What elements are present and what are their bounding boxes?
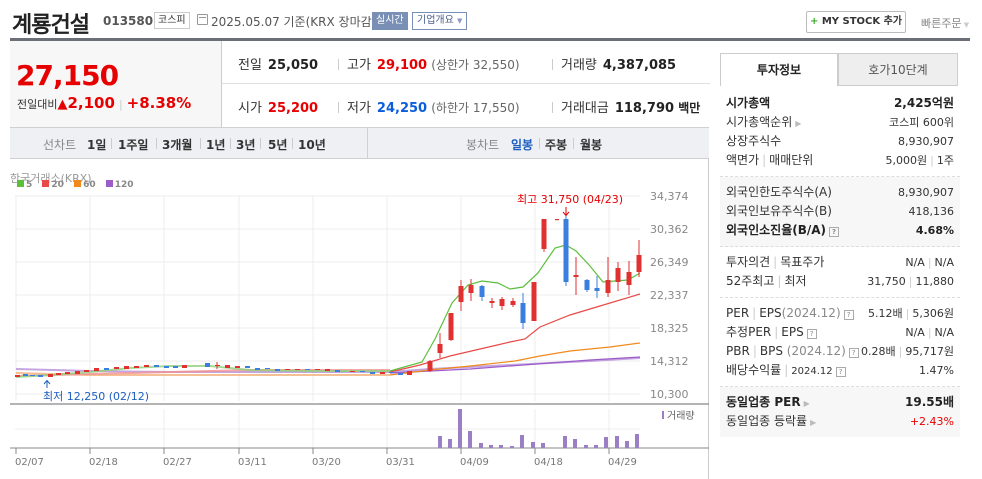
stock-code: 013580: [103, 14, 154, 28]
svg-text:03/11: 03/11: [238, 457, 267, 468]
legend-ma5: 5: [17, 180, 32, 190]
per-eps: PER | EPS(2024.12)? 5.12배 | 5,306원: [726, 306, 954, 320]
candle-chart-label: 봉차트: [466, 138, 500, 152]
help-icon[interactable]: ?: [829, 227, 840, 237]
svg-text:04/09: 04/09: [460, 457, 489, 468]
trade-amount: 거래대금 118,790 백만: [552, 97, 700, 116]
svg-text:30,362: 30,362: [650, 223, 689, 236]
svg-text:03/31: 03/31: [386, 457, 415, 468]
help-icon[interactable]: ?: [848, 348, 859, 358]
svg-text:22,337: 22,337: [650, 289, 689, 302]
period-1d[interactable]: 1일: [87, 138, 107, 152]
current-price-box: 27,150 전일대비▲2,100 | +8.38%: [10, 41, 221, 127]
arrow-right-icon: ▶: [803, 399, 810, 408]
calendar-clock-icon: [197, 14, 208, 25]
investment-info-panel: 투자정보 호가10단계 시가총액 2,425억원 시가총액순위 ▶ 코스피 600위 …: [720, 53, 960, 437]
company-name: 계룡건설: [12, 13, 90, 38]
realtime-button[interactable]: 실시간: [372, 12, 408, 30]
industry-per[interactable]: 동일업종 PER ▶ 19.55배: [726, 395, 954, 409]
change-percent: +8.38%: [126, 94, 192, 112]
period-3m[interactable]: 3개월: [162, 138, 193, 152]
period-10y[interactable]: 10년: [298, 138, 326, 152]
chevron-down-icon: ▼: [961, 21, 970, 29]
tab-orderbook-10[interactable]: 호가10단계: [838, 53, 958, 86]
y-tick: 34,374: [650, 190, 689, 203]
dividend-yield: 배당수익률 | 2024.12? 1.47%: [726, 363, 954, 377]
svg-text:10,300: 10,300: [650, 388, 689, 401]
svg-text:14,312: 14,312: [650, 355, 689, 368]
candle-weekly[interactable]: 주봉: [545, 138, 568, 152]
svg-text:02/18: 02/18: [89, 457, 118, 468]
volume-label: 거래량: [667, 410, 695, 422]
chevron-down-icon: ▼: [457, 17, 463, 25]
plus-icon: +: [809, 16, 819, 27]
prev-close: 전일 25,050: [238, 58, 319, 73]
legend-ma20: 20: [42, 180, 64, 190]
period-low-annotation: 최저 12,250 (02/12): [43, 390, 149, 403]
foreign-limit-shares: 외국인한도주식수(A) 8,930,907: [726, 185, 954, 199]
price-summary: 전일 25,050 고가 29,100 (상한가 32,550) 거래량 4,387,…: [221, 41, 710, 127]
quick-order-label: 빠른주문: [921, 17, 962, 30]
svg-text:04/18: 04/18: [534, 457, 563, 468]
change-label: 전일대비: [17, 98, 58, 111]
add-my-stock-button[interactable]: + MY STOCK 추가: [806, 11, 906, 33]
candle-monthly[interactable]: 월봉: [580, 138, 603, 152]
legend-ma60: 60: [74, 180, 96, 190]
day-low: 저가 24,250 (하한가 17,550): [338, 97, 520, 116]
price-chart[interactable]: 한국거래소(KRX) 5 20 60 120: [10, 159, 709, 479]
legend-ma120: 120: [105, 180, 134, 190]
market-cap: 시가총액 2,425억원: [726, 96, 954, 110]
header-divider: [10, 38, 970, 41]
period-high-annotation: 최고 31,750 (04/23): [517, 193, 623, 206]
svg-text:02/27: 02/27: [163, 457, 192, 468]
svg-text:04/29: 04/29: [608, 457, 637, 468]
volume: 거래량 4,387,085: [552, 54, 676, 73]
period-1w[interactable]: 1주일: [118, 138, 149, 152]
face-value-trade-unit: 액면가 | 매매단위 5,000원 | 1주: [726, 153, 954, 167]
stock-header: 계룡건설 013580 코스피 2025.05.07 기준(KRX 장마감) 실…: [0, 0, 982, 40]
arrow-right-icon: ▶: [795, 119, 802, 128]
company-info-label: 기업개요: [417, 15, 454, 26]
svg-text:02/07: 02/07: [15, 457, 44, 468]
up-triangle-icon: ▲: [57, 97, 68, 112]
period-5y[interactable]: 5년: [268, 138, 288, 152]
help-icon[interactable]: ?: [843, 310, 854, 320]
day-high: 고가 29,100 (상한가 32,550): [338, 54, 520, 73]
foreign-exhaustion-rate: 외국인소진율(B/A)? 4.68%: [726, 223, 954, 237]
open-price: 시가 25,200: [238, 101, 319, 116]
svg-text:26,349: 26,349: [650, 256, 689, 269]
week52-high-low: 52주최고 | 최저 31,750 | 11,880: [726, 274, 954, 288]
foreign-held-shares: 외국인보유주식수(B) 418,136: [726, 204, 954, 218]
industry-change-rate[interactable]: 동일업종 등락률 ▶ +2.43%: [726, 414, 954, 428]
period-3y[interactable]: 3년: [236, 138, 256, 152]
price-change: 전일대비▲2,100 | +8.38%: [17, 94, 192, 112]
as-of-date: 2025.05.07 기준(KRX 장마감): [211, 15, 377, 29]
add-my-stock-label: MY STOCK 추가: [821, 16, 903, 27]
opinion-target: 투자의견 | 목표주가 N/A | N/A: [726, 255, 954, 269]
market-badge: 코스피: [154, 12, 190, 29]
candlestick-plot: 34,374 30,362 26,349 22,337 18,325 14,31…: [10, 190, 709, 468]
candle-daily[interactable]: 일봉: [511, 138, 534, 152]
pbr-bps: PBR | BPS (2024.12)? 0.28배 | 95,717원: [726, 344, 954, 358]
listed-shares: 상장주식수 8,930,907: [726, 134, 954, 148]
quick-order-dropdown[interactable]: 빠른주문 ▼: [921, 15, 969, 31]
market-cap-rank[interactable]: 시가총액순위 ▶ 코스피 600위: [726, 115, 954, 129]
arrow-right-icon: ▶: [810, 418, 817, 427]
estimated-per-eps: 추정PER | EPS? N/A | N/A: [726, 325, 954, 339]
current-price: 27,150: [16, 59, 119, 92]
chart-toolbar: 선차트 1일 1주일 3개월 1년 3년 5년 10년 봉차트 일봉 주봉 월봉: [10, 127, 709, 159]
help-icon[interactable]: ?: [806, 329, 817, 339]
help-icon[interactable]: ?: [835, 367, 846, 377]
period-1y[interactable]: 1년: [206, 138, 226, 152]
line-chart-label: 선차트: [43, 138, 77, 152]
company-info-dropdown[interactable]: 기업개요 ▼: [412, 12, 468, 30]
ma-legend: 5 20 60 120: [17, 180, 141, 190]
exchange-label: 한국거래소(KRX): [10, 172, 92, 185]
svg-text:03/20: 03/20: [312, 457, 341, 468]
change-value: 2,100: [67, 94, 115, 112]
tab-investment-info[interactable]: 투자정보: [720, 53, 838, 86]
svg-text:18,325: 18,325: [650, 322, 689, 335]
